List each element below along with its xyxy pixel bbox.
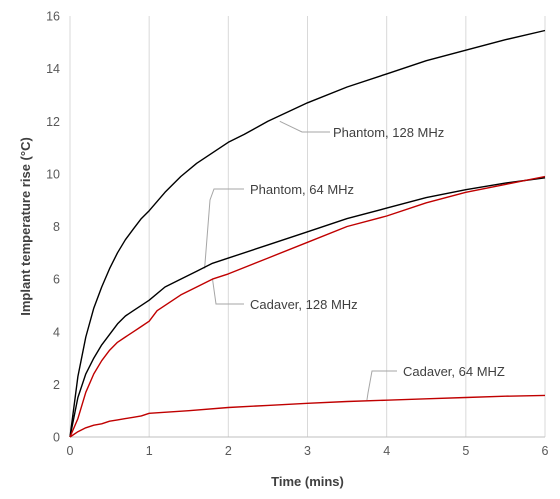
series-lines xyxy=(69,29,546,438)
y-tick-label: 0 xyxy=(53,431,60,445)
annotation-labels: Phantom, 128 MHz Phantom, 64 MHz Cadaver, … xyxy=(250,125,505,379)
annotation-leader xyxy=(366,370,397,401)
x-tick-label: 6 xyxy=(542,444,549,458)
x-tick-label: 4 xyxy=(383,444,390,458)
x-tick-label: 1 xyxy=(146,444,153,458)
series-line-0 xyxy=(69,29,546,438)
y-tick-label: 6 xyxy=(53,273,60,287)
annotation-label: Cadaver, 64 MHZ xyxy=(403,364,505,379)
x-tick-label: 2 xyxy=(225,444,232,458)
x-tick-label: 5 xyxy=(462,444,469,458)
y-tick-label: 10 xyxy=(46,167,60,181)
annotation-label: Phantom, 64 MHz xyxy=(250,182,354,197)
x-axis-title: Time (mins) xyxy=(271,474,344,489)
x-tick-label: 0 xyxy=(67,444,74,458)
y-tick-label: 12 xyxy=(46,115,60,129)
annotation-label: Phantom, 128 MHz xyxy=(333,125,444,140)
y-tick-label: 2 xyxy=(53,378,60,392)
x-tick-label: 3 xyxy=(304,444,311,458)
annotation-label: Cadaver, 128 MHz xyxy=(250,297,358,312)
y-tick-label: 8 xyxy=(53,220,60,234)
y-axis-title: Implant temperature rise (°C) xyxy=(18,137,33,316)
y-tick-label: 16 xyxy=(46,10,60,24)
annotation-leader xyxy=(279,120,330,133)
y-tick-label: 14 xyxy=(46,62,60,76)
series-line-2 xyxy=(69,175,546,438)
series-line-3 xyxy=(69,394,546,438)
annotation-leader xyxy=(212,279,244,305)
gridlines xyxy=(69,16,546,437)
series-line-1 xyxy=(69,177,546,438)
y-tick-label: 4 xyxy=(53,325,60,339)
annotation-leaders xyxy=(204,120,397,401)
annotation-leader xyxy=(204,188,244,269)
